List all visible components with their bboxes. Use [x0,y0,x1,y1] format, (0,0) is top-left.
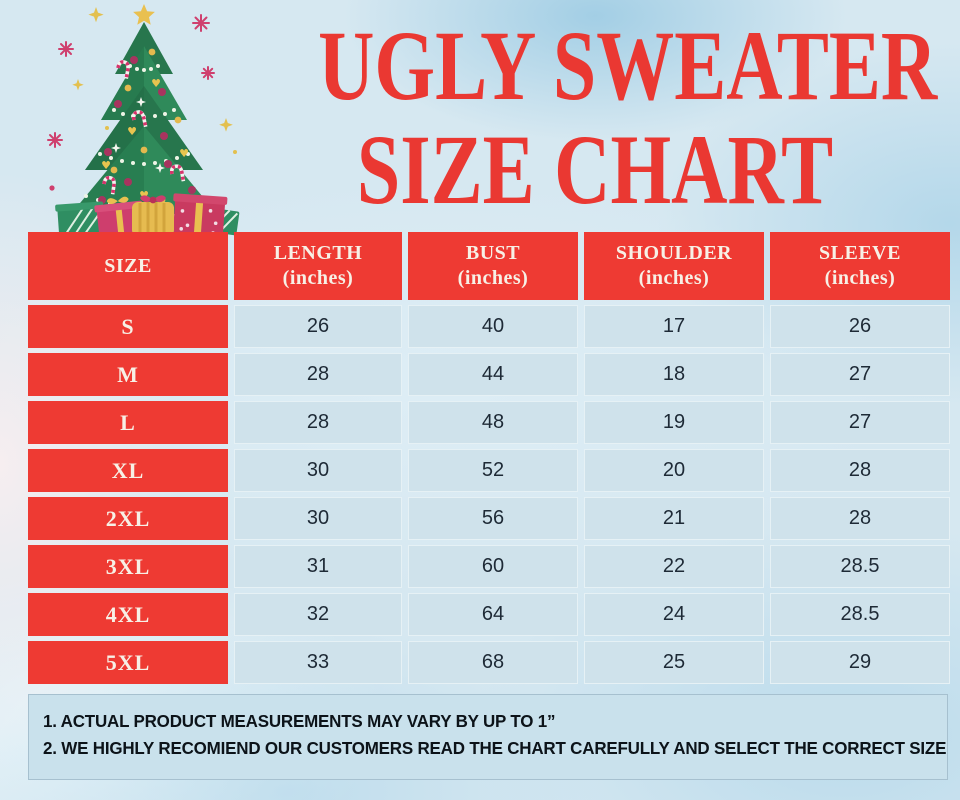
header-label: SHOULDER [615,242,733,264]
notes-panel: 1. ACTUAL PRODUCT MEASUREMENTS MAY VARY … [28,694,948,780]
cell-s-shoulder: 17 [584,305,764,348]
size-label-5xl: 5XL [28,641,228,684]
cell-2xl-shoulder: 21 [584,497,764,540]
cell-5xl-sleeve: 29 [770,641,950,684]
cell-xl-sleeve: 28 [770,449,950,492]
sparkle-icons [47,7,237,191]
note-line-1: 1. ACTUAL PRODUCT MEASUREMENTS MAY VARY … [43,711,556,731]
cell-4xl-shoulder: 24 [584,593,764,636]
cell-l-length: 28 [234,401,402,444]
note-line-2: 2. WE HIGHLY RECOMIEND OUR CUSTOMERS REA… [43,738,947,758]
cell-5xl-bust: 68 [408,641,578,684]
cell-5xl-shoulder: 25 [584,641,764,684]
cell-s-length: 26 [234,305,402,348]
cell-5xl-length: 33 [234,641,402,684]
header-unit: (inches) [638,267,710,289]
header-label: BUST [465,242,521,264]
cell-3xl-length: 31 [234,545,402,588]
cell-4xl-sleeve: 28.5 [770,593,950,636]
cell-m-bust: 44 [408,353,578,396]
header-cell-bust: BUST (inches) [408,232,578,300]
header-unit: (inches) [824,267,896,289]
title-line-1: UGLY SWEATER [318,10,938,121]
header-label: SLEEVE [819,242,901,264]
cell-l-shoulder: 19 [584,401,764,444]
page-title: UGLY SWEATER SIZE CHART [240,0,950,230]
star-topper-icon [133,4,155,25]
size-label-s: S [28,305,228,348]
cell-xl-bust: 52 [408,449,578,492]
size-table: SIZE LENGTH (inches) BUST (inches) SHOUL… [28,232,950,684]
svg-text:♥: ♥ [151,77,161,90]
size-label-3xl: 3XL [28,545,228,588]
svg-text:♥: ♥ [127,125,137,138]
cell-s-sleeve: 26 [770,305,950,348]
candy-cane-icons [102,60,186,195]
cell-2xl-sleeve: 28 [770,497,950,540]
cell-m-length: 28 [234,353,402,396]
cell-4xl-bust: 64 [408,593,578,636]
cell-m-sleeve: 27 [770,353,950,396]
size-label-2xl: 2XL [28,497,228,540]
cell-3xl-sleeve: 28.5 [770,545,950,588]
cell-3xl-shoulder: 22 [584,545,764,588]
tree-body [71,22,217,230]
size-label-m: M [28,353,228,396]
cell-s-bust: 40 [408,305,578,348]
header-unit: (inches) [282,267,354,289]
header-label: SIZE [104,254,152,277]
cell-xl-shoulder: 20 [584,449,764,492]
size-label-xl: XL [28,449,228,492]
header-cell-length: LENGTH (inches) [234,232,402,300]
cell-4xl-length: 32 [234,593,402,636]
gift-boxes-icon [55,193,240,239]
title-line-2: SIZE CHART [356,114,834,225]
svg-text:♥: ♥ [179,147,189,160]
cell-2xl-bust: 56 [408,497,578,540]
cell-l-sleeve: 27 [770,401,950,444]
header-cell-shoulder: SHOULDER (inches) [584,232,764,300]
header-cell-sleeve: SLEEVE (inches) [770,232,950,300]
cell-3xl-bust: 60 [408,545,578,588]
header-unit: (inches) [457,267,529,289]
cell-l-bust: 48 [408,401,578,444]
cell-m-shoulder: 18 [584,353,764,396]
header-cell-size: SIZE [28,232,228,300]
size-label-l: L [28,401,228,444]
cell-xl-length: 30 [234,449,402,492]
size-label-4xl: 4XL [28,593,228,636]
header-label: LENGTH [273,242,363,264]
christmas-tree-illustration: ♥♥♥ ♥♥ [44,2,244,239]
cell-2xl-length: 30 [234,497,402,540]
christmas-tree-icon: ♥♥♥ ♥♥ [47,4,240,239]
svg-text:♥: ♥ [101,159,111,172]
